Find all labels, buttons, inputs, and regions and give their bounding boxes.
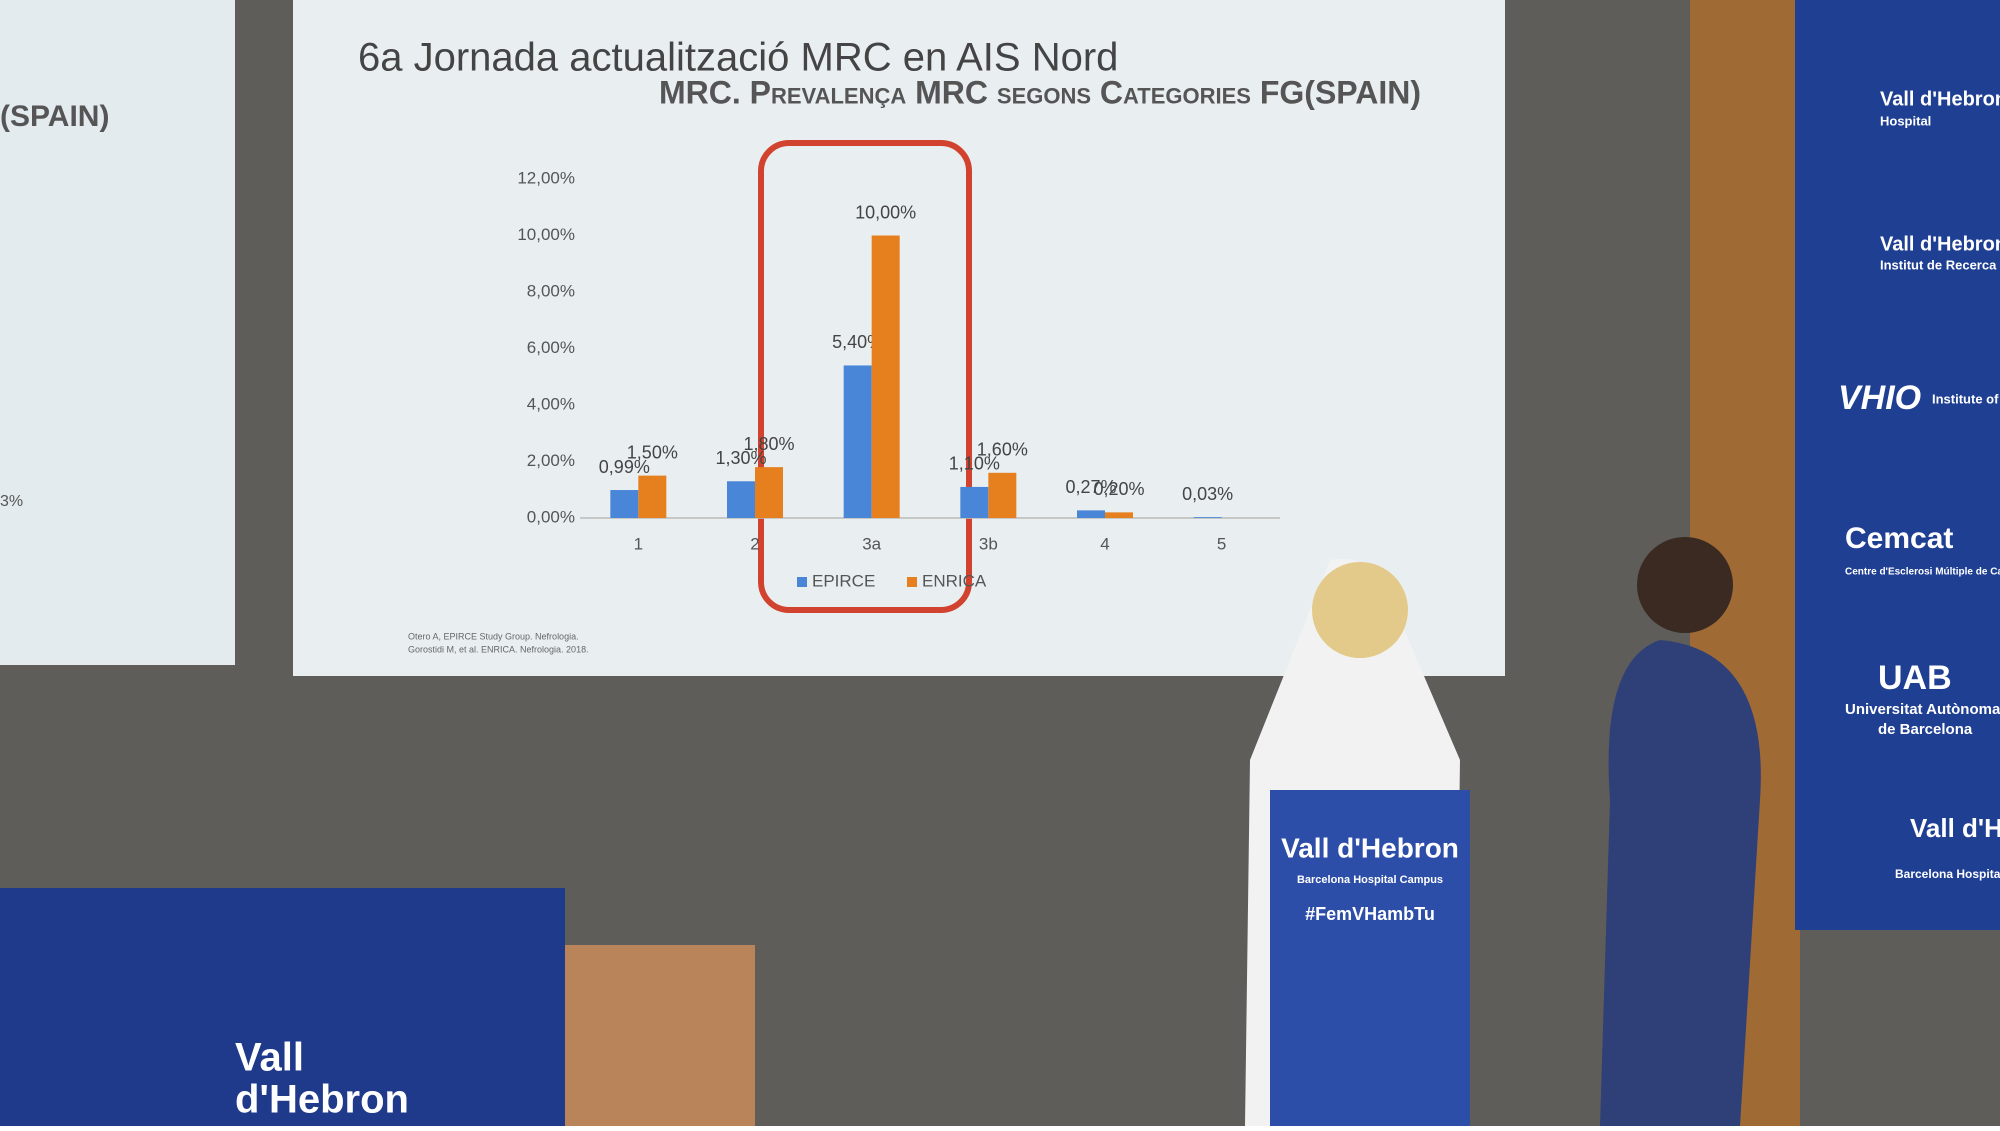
bar [843, 365, 872, 518]
x-tick-label: 5 [1217, 534, 1226, 553]
value-label: 5,40% [832, 332, 883, 352]
banner [1795, 0, 2000, 930]
chart: 0,00%2,00%4,00%6,00%8,00%10,00%12,00%10,… [517, 168, 1280, 590]
banner-text: Universitat Autònoma [1845, 701, 2000, 718]
highlight-box [758, 140, 972, 613]
x-tick-label: 4 [1100, 534, 1109, 553]
bar [988, 472, 1017, 518]
speaker-head [1312, 562, 1408, 658]
banner-text: de Barcelona [1878, 721, 1973, 738]
bar [638, 475, 667, 518]
slide-title: 6a Jornada actualització MRC en AIS Nord [358, 36, 1118, 80]
bar [610, 490, 639, 518]
left-slide-text: (SPAIN) [0, 100, 109, 133]
bar [1077, 510, 1105, 518]
bar [755, 467, 783, 518]
legend-label: EPIRCE [812, 571, 875, 590]
bar [871, 235, 900, 518]
podium-text: Barcelona Hospital Campus [1297, 874, 1443, 886]
y-tick-label: 2,00% [527, 451, 575, 470]
person-head [1637, 537, 1733, 633]
desk-text: d'Hebron [235, 1078, 409, 1122]
desk-panel [0, 888, 565, 1126]
podium-text: Vall d'Hebron [1281, 832, 1459, 863]
bar [960, 486, 989, 518]
banner-text: UAB [1878, 659, 1952, 697]
y-tick-label: 10,00% [517, 225, 575, 244]
banner-text: Vall d'Hebron [1910, 813, 2000, 843]
left-slide-text: 3% [0, 493, 23, 510]
banner-text: Cemcat [1845, 522, 1953, 555]
value-label: 0,03% [1182, 484, 1233, 504]
y-tick-label: 6,00% [527, 338, 575, 357]
banner-logos: Vall d'Hebron Hospital Vall d'Hebron Ins… [1838, 88, 2000, 881]
x-tick-label: 2 [750, 534, 759, 553]
desk [565, 945, 755, 1126]
bar [1105, 512, 1133, 518]
chart-title: MRC. Prevalença MRC segons Categories FG… [659, 74, 1421, 110]
banner-text: Barcelona Hospital [1895, 867, 2000, 881]
value-label: 0,99% [599, 457, 650, 477]
left-screen [0, 0, 235, 665]
reference: Gorostidi M, et al. ENRICA. Nefrologia. … [408, 644, 589, 654]
legend-swatch [907, 577, 917, 587]
value-label: 1,60% [977, 440, 1028, 460]
value-label: 1,10% [949, 454, 1000, 474]
value-label: 1,30% [715, 448, 766, 468]
value-label: 0,27% [1065, 477, 1116, 497]
banner-text: Hospital [1880, 113, 1931, 128]
banner-text: Centre d'Esclerosi Múltiple de Catalunya [1845, 567, 2000, 578]
legend-swatch [797, 577, 807, 587]
bar [1193, 517, 1222, 518]
desk-text: Vall [235, 1036, 304, 1080]
banner-text: Vall d'Hebron [1880, 233, 2000, 255]
reference: Otero A, EPIRCE Study Group. Nefrologia. [408, 631, 579, 641]
banner-text: VHIO [1838, 379, 1921, 417]
x-tick-label: 3b [979, 534, 998, 553]
value-label: 1,80% [743, 434, 794, 454]
banner-text: Institut de Recerca [1880, 257, 1997, 272]
legend-label: ENRICA [922, 571, 987, 590]
person [1600, 640, 1761, 1126]
banner-text: Vall d'Hebron [1880, 88, 2000, 110]
podium [1270, 790, 1470, 1126]
value-label: 1,50% [627, 442, 678, 462]
podium-text: #FemVHambTu [1305, 904, 1435, 924]
value-label: 0,20% [1093, 479, 1144, 499]
y-tick-label: 0,00% [527, 507, 575, 526]
x-tick-label: 3a [862, 534, 881, 553]
banner-text: Institute of Oncology [1932, 391, 2000, 406]
y-tick-label: 12,00% [517, 168, 575, 187]
x-tick-label: 1 [634, 534, 643, 553]
bar [727, 481, 755, 518]
value-label: 10,00% [855, 202, 916, 222]
y-tick-label: 8,00% [527, 281, 575, 300]
y-tick-label: 4,00% [527, 394, 575, 413]
